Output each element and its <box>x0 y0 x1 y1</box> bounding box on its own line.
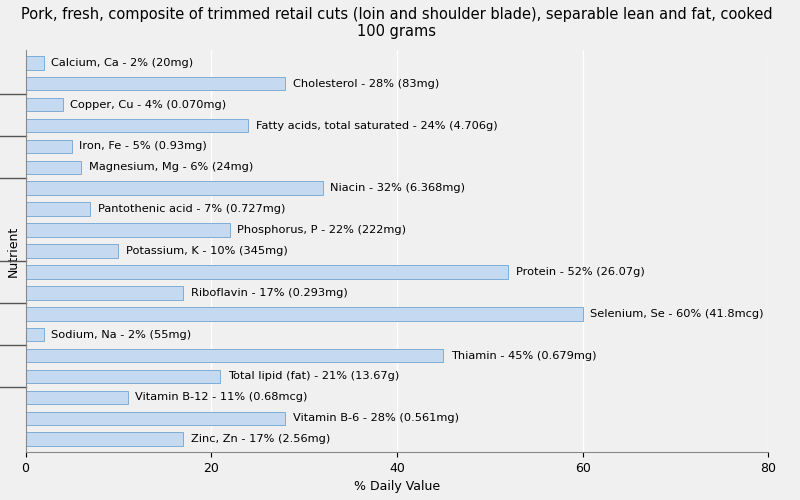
Bar <box>26 432 183 446</box>
Text: Zinc, Zn - 17% (2.56mg): Zinc, Zn - 17% (2.56mg) <box>190 434 330 444</box>
Title: Pork, fresh, composite of trimmed retail cuts (loin and shoulder blade), separab: Pork, fresh, composite of trimmed retail… <box>21 7 773 40</box>
Y-axis label: Nutrient: Nutrient <box>7 226 20 276</box>
Text: Magnesium, Mg - 6% (24mg): Magnesium, Mg - 6% (24mg) <box>89 162 253 172</box>
Text: Cholesterol - 28% (83mg): Cholesterol - 28% (83mg) <box>293 78 439 88</box>
Text: Potassium, K - 10% (345mg): Potassium, K - 10% (345mg) <box>126 246 287 256</box>
Bar <box>26 202 90 216</box>
Bar <box>26 412 286 425</box>
Text: Niacin - 32% (6.368mg): Niacin - 32% (6.368mg) <box>330 184 465 194</box>
Bar <box>26 390 128 404</box>
Text: Total lipid (fat) - 21% (13.67g): Total lipid (fat) - 21% (13.67g) <box>228 372 399 382</box>
Bar <box>26 56 44 70</box>
X-axis label: % Daily Value: % Daily Value <box>354 480 440 493</box>
Text: Thiamin - 45% (0.679mg): Thiamin - 45% (0.679mg) <box>450 350 596 360</box>
Bar <box>26 286 183 300</box>
Bar <box>26 118 248 132</box>
Bar <box>26 160 82 174</box>
Text: Vitamin B-12 - 11% (0.68mcg): Vitamin B-12 - 11% (0.68mcg) <box>135 392 307 402</box>
Text: Iron, Fe - 5% (0.93mg): Iron, Fe - 5% (0.93mg) <box>79 142 207 152</box>
Text: Calcium, Ca - 2% (20mg): Calcium, Ca - 2% (20mg) <box>51 58 194 68</box>
Bar <box>26 370 221 384</box>
Text: Phosphorus, P - 22% (222mg): Phosphorus, P - 22% (222mg) <box>238 225 406 235</box>
Bar <box>26 307 582 320</box>
Text: Sodium, Na - 2% (55mg): Sodium, Na - 2% (55mg) <box>51 330 192 340</box>
Text: Selenium, Se - 60% (41.8mcg): Selenium, Se - 60% (41.8mcg) <box>590 308 763 318</box>
Text: Protein - 52% (26.07g): Protein - 52% (26.07g) <box>516 267 645 277</box>
Text: Vitamin B-6 - 28% (0.561mg): Vitamin B-6 - 28% (0.561mg) <box>293 414 459 424</box>
Bar <box>26 140 72 153</box>
Bar <box>26 98 62 112</box>
Bar <box>26 244 118 258</box>
Text: Pantothenic acid - 7% (0.727mg): Pantothenic acid - 7% (0.727mg) <box>98 204 286 214</box>
Text: Copper, Cu - 4% (0.070mg): Copper, Cu - 4% (0.070mg) <box>70 100 226 110</box>
Text: Riboflavin - 17% (0.293mg): Riboflavin - 17% (0.293mg) <box>190 288 347 298</box>
Bar <box>26 349 443 362</box>
Bar <box>26 265 508 278</box>
Bar <box>26 182 322 195</box>
Bar <box>26 328 44 342</box>
Bar <box>26 77 286 90</box>
Text: Fatty acids, total saturated - 24% (4.706g): Fatty acids, total saturated - 24% (4.70… <box>256 120 498 130</box>
Bar <box>26 224 230 237</box>
